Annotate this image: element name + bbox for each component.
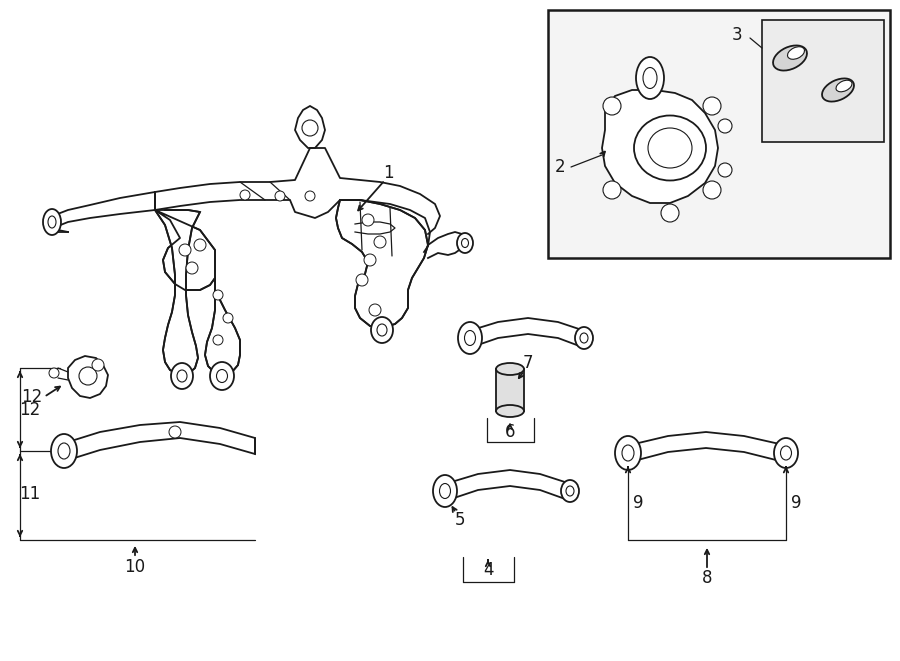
Ellipse shape bbox=[774, 438, 798, 468]
Ellipse shape bbox=[171, 363, 193, 389]
Ellipse shape bbox=[575, 327, 593, 349]
Ellipse shape bbox=[773, 46, 807, 71]
Polygon shape bbox=[155, 210, 200, 374]
Circle shape bbox=[240, 190, 250, 200]
Ellipse shape bbox=[210, 362, 234, 390]
Circle shape bbox=[703, 97, 721, 115]
Circle shape bbox=[364, 254, 376, 266]
Text: 3: 3 bbox=[732, 26, 742, 44]
Ellipse shape bbox=[622, 445, 634, 461]
Circle shape bbox=[194, 239, 206, 251]
Polygon shape bbox=[68, 422, 255, 460]
Ellipse shape bbox=[43, 209, 61, 235]
Circle shape bbox=[703, 181, 721, 199]
Circle shape bbox=[302, 120, 318, 136]
Circle shape bbox=[79, 367, 97, 385]
Ellipse shape bbox=[496, 405, 524, 417]
Circle shape bbox=[275, 191, 285, 201]
Ellipse shape bbox=[464, 330, 475, 346]
Bar bbox=[762, 20, 884, 142]
Ellipse shape bbox=[634, 116, 706, 180]
Ellipse shape bbox=[780, 446, 791, 460]
Ellipse shape bbox=[580, 333, 588, 343]
Ellipse shape bbox=[496, 363, 524, 375]
Ellipse shape bbox=[458, 322, 482, 354]
Text: 10: 10 bbox=[124, 558, 146, 576]
Ellipse shape bbox=[822, 79, 854, 102]
Ellipse shape bbox=[462, 239, 469, 247]
Circle shape bbox=[213, 290, 223, 300]
Text: 9: 9 bbox=[633, 494, 643, 512]
Circle shape bbox=[92, 359, 104, 371]
Ellipse shape bbox=[177, 370, 187, 382]
Text: 7: 7 bbox=[523, 354, 533, 372]
Circle shape bbox=[49, 368, 59, 378]
Ellipse shape bbox=[377, 324, 387, 336]
Ellipse shape bbox=[615, 436, 641, 470]
Text: 9: 9 bbox=[791, 494, 801, 512]
Circle shape bbox=[603, 97, 621, 115]
Text: 2: 2 bbox=[554, 158, 565, 176]
Polygon shape bbox=[205, 278, 240, 375]
Text: 8: 8 bbox=[702, 569, 712, 587]
Ellipse shape bbox=[643, 67, 657, 89]
Ellipse shape bbox=[788, 47, 805, 59]
Circle shape bbox=[369, 304, 381, 316]
Circle shape bbox=[356, 274, 368, 286]
Ellipse shape bbox=[433, 475, 457, 507]
Ellipse shape bbox=[561, 480, 579, 502]
Circle shape bbox=[374, 236, 386, 248]
Text: 11: 11 bbox=[20, 485, 40, 503]
Ellipse shape bbox=[217, 369, 228, 383]
Text: 12: 12 bbox=[22, 388, 42, 406]
Polygon shape bbox=[155, 192, 215, 290]
Circle shape bbox=[718, 163, 732, 177]
Polygon shape bbox=[472, 318, 582, 347]
Bar bbox=[548, 10, 890, 258]
Polygon shape bbox=[336, 200, 428, 328]
Text: 12: 12 bbox=[20, 401, 40, 419]
Ellipse shape bbox=[836, 80, 852, 92]
Circle shape bbox=[603, 181, 621, 199]
Text: 5: 5 bbox=[454, 511, 465, 529]
Circle shape bbox=[362, 214, 374, 226]
Text: 1: 1 bbox=[382, 164, 393, 182]
Ellipse shape bbox=[457, 233, 473, 253]
Polygon shape bbox=[630, 432, 784, 462]
Circle shape bbox=[718, 119, 732, 133]
Ellipse shape bbox=[48, 216, 56, 228]
Bar bbox=[496, 369, 524, 411]
Ellipse shape bbox=[661, 204, 679, 222]
Ellipse shape bbox=[58, 443, 70, 459]
Circle shape bbox=[305, 191, 315, 201]
Circle shape bbox=[213, 335, 223, 345]
Circle shape bbox=[169, 426, 181, 438]
Polygon shape bbox=[68, 356, 108, 398]
Polygon shape bbox=[448, 470, 568, 500]
Circle shape bbox=[186, 262, 198, 274]
Text: 6: 6 bbox=[505, 423, 515, 441]
Ellipse shape bbox=[439, 483, 451, 498]
Ellipse shape bbox=[371, 317, 393, 343]
Ellipse shape bbox=[648, 128, 692, 168]
Polygon shape bbox=[295, 106, 325, 148]
Ellipse shape bbox=[566, 486, 574, 496]
Polygon shape bbox=[602, 90, 718, 203]
Text: 4: 4 bbox=[482, 561, 493, 579]
Circle shape bbox=[223, 313, 233, 323]
Circle shape bbox=[179, 244, 191, 256]
Ellipse shape bbox=[51, 434, 77, 468]
Ellipse shape bbox=[636, 57, 664, 99]
